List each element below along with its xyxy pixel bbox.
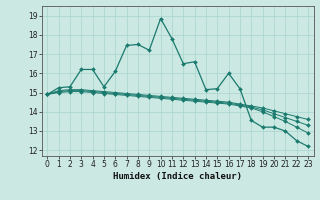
X-axis label: Humidex (Indice chaleur): Humidex (Indice chaleur) — [113, 172, 242, 181]
